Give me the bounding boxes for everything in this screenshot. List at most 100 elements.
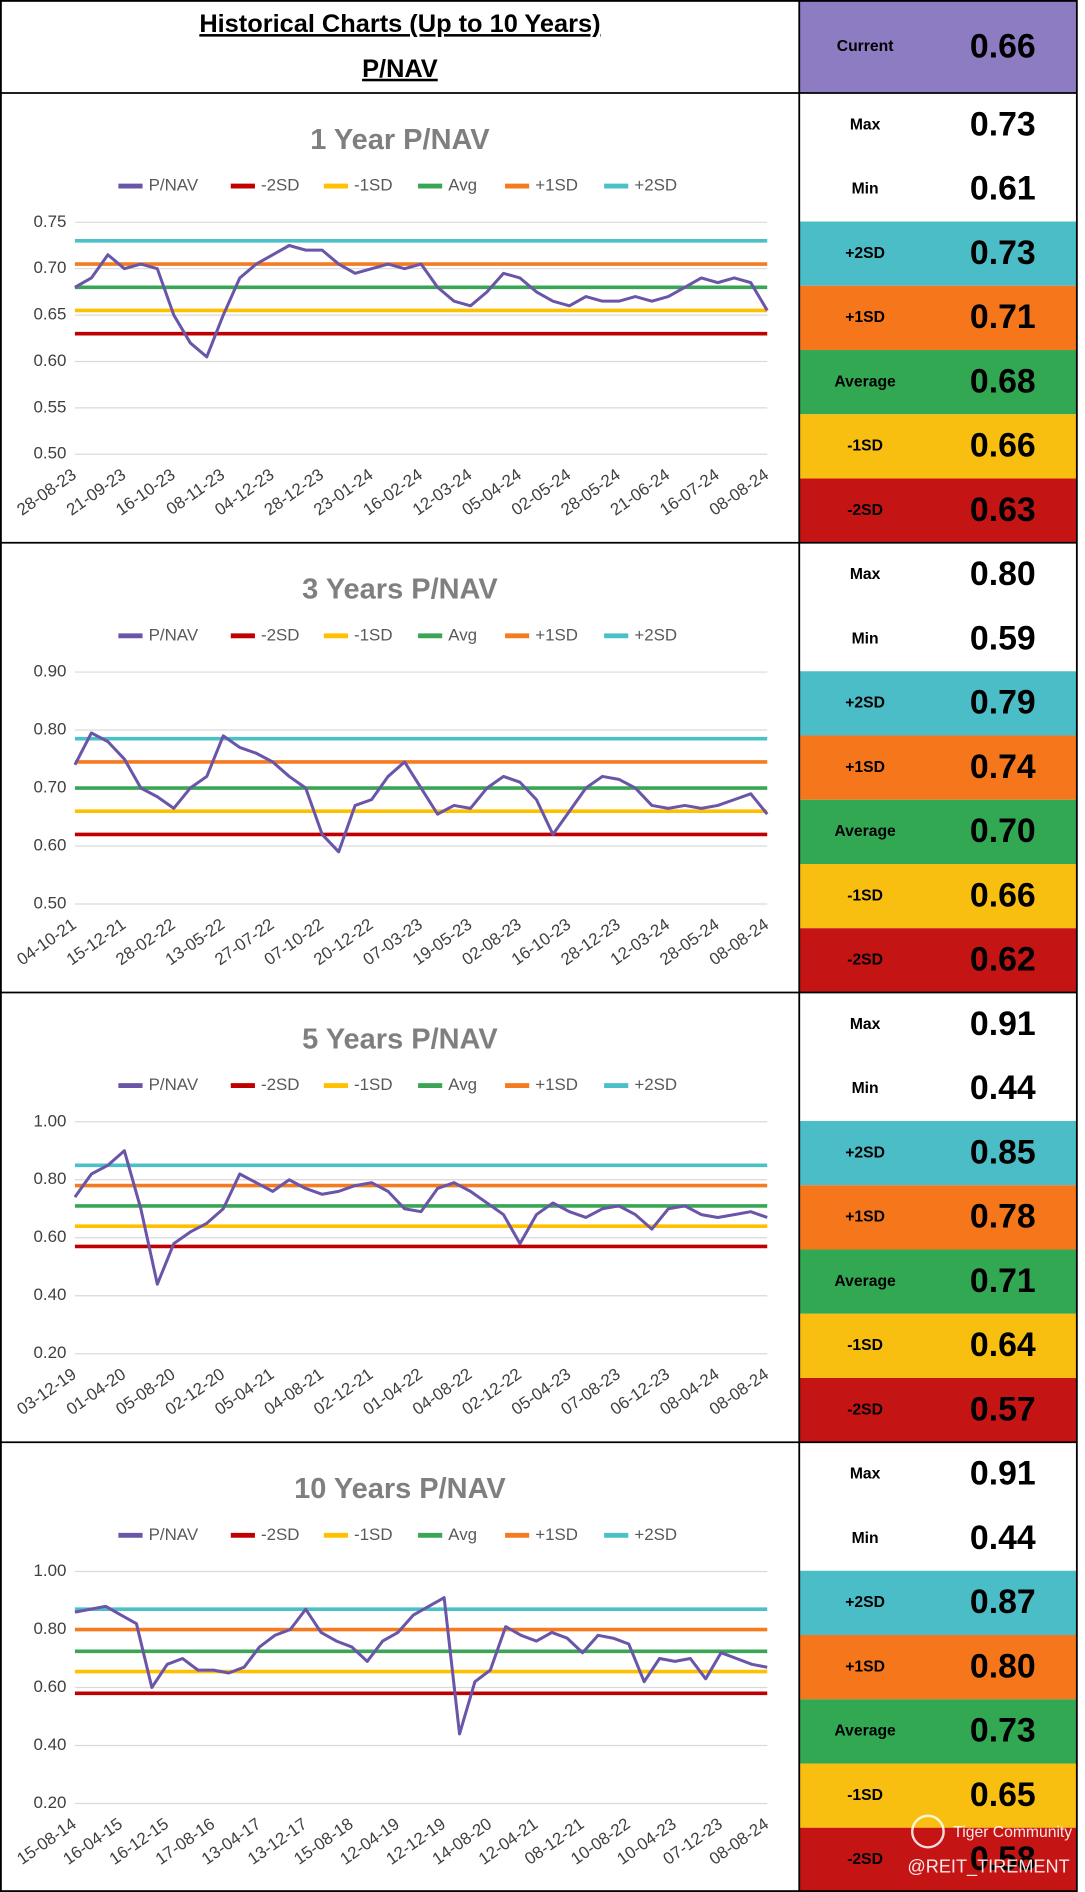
stat-cell <box>799 221 1077 286</box>
legend-label: +2SD <box>634 625 677 644</box>
current-value: 0.66 <box>970 27 1036 65</box>
stat-value: 0.66 <box>970 427 1036 465</box>
legend-label: +1SD <box>535 176 578 195</box>
stat-value: 0.71 <box>970 1262 1036 1300</box>
legend-label: Avg <box>448 1525 477 1544</box>
stat-cell <box>799 285 1077 351</box>
legend-label: -1SD <box>354 1075 393 1094</box>
y-tick-label: 0.60 <box>34 1677 67 1696</box>
stat-label: +2SD <box>845 1594 885 1611</box>
stat-label: Average <box>834 1273 896 1290</box>
y-tick-label: 0.20 <box>34 1343 67 1362</box>
stat-cell <box>799 992 1077 1057</box>
stat-label: -1SD <box>847 887 883 904</box>
stat-cell <box>799 542 1077 608</box>
watermark-handle: @REIT_TIREMENT <box>907 1857 1069 1878</box>
stat-value: 0.78 <box>970 1198 1036 1236</box>
legend-label: P/NAV <box>149 1075 199 1094</box>
stat-cell <box>799 1121 1077 1186</box>
stat-cell <box>799 1442 1077 1507</box>
stat-label: -1SD <box>847 1337 883 1354</box>
current-label: Current <box>837 38 894 55</box>
y-tick-label: 0.50 <box>34 893 67 912</box>
stat-label: Max <box>850 1016 881 1033</box>
stat-value: 0.61 <box>970 170 1036 208</box>
stat-value: 0.44 <box>970 1069 1036 1107</box>
page-subtitle: P/NAV <box>362 55 438 83</box>
stat-cell <box>799 1313 1077 1379</box>
stat-label: -1SD <box>847 1787 883 1804</box>
stat-value: 0.71 <box>970 298 1036 336</box>
stat-label: Average <box>834 823 896 840</box>
y-tick-label: 1.00 <box>34 1561 67 1580</box>
page-title: Historical Charts (Up to 10 Years) <box>199 10 600 38</box>
y-tick-label: 0.80 <box>34 1169 67 1188</box>
stat-cell <box>799 478 1077 543</box>
stat-value: 0.91 <box>970 1455 1036 1493</box>
stat-cell <box>799 1249 1077 1314</box>
stat-label: Max <box>850 1466 881 1483</box>
stat-label: Min <box>852 1080 879 1097</box>
y-tick-label: 1.00 <box>34 1111 67 1130</box>
stat-cell <box>799 864 1077 929</box>
stat-label: -2SD <box>847 1401 883 1418</box>
stat-label: +2SD <box>845 695 885 712</box>
y-tick-label: 0.90 <box>34 662 67 681</box>
stat-label: -2SD <box>847 952 883 969</box>
stat-cell <box>799 1699 1077 1764</box>
stat-value: 0.65 <box>970 1776 1036 1814</box>
legend-label: Avg <box>448 176 477 195</box>
stat-value: 0.62 <box>970 941 1036 979</box>
stat-cell <box>799 1763 1077 1828</box>
y-tick-label: 0.80 <box>34 1619 67 1638</box>
stat-value: 0.79 <box>970 684 1036 722</box>
stat-label: +1SD <box>845 309 885 326</box>
stat-label: Min <box>852 630 879 647</box>
stat-value: 0.58 <box>970 1840 1036 1878</box>
stat-cell <box>799 671 1077 736</box>
chart-title: 10 Years P/NAV <box>294 1473 506 1505</box>
stat-value: 0.68 <box>970 362 1036 400</box>
legend-label: +2SD <box>634 1075 677 1094</box>
y-tick-label: 0.80 <box>34 720 67 739</box>
legend-label: -2SD <box>261 625 300 644</box>
legend-label: -1SD <box>354 176 393 195</box>
stat-value: 0.73 <box>970 234 1036 272</box>
stat-cell <box>799 928 1077 993</box>
stat-label: Max <box>850 566 881 583</box>
y-tick-label: 0.70 <box>34 778 67 797</box>
y-tick-label: 0.70 <box>34 258 67 277</box>
y-tick-label: 0.60 <box>34 351 67 370</box>
stat-label: Max <box>850 116 881 133</box>
stat-cell <box>799 93 1077 158</box>
y-tick-label: 0.40 <box>34 1735 67 1754</box>
stat-value: 0.63 <box>970 491 1036 529</box>
legend-label: -2SD <box>261 1075 300 1094</box>
stat-cell <box>799 157 1077 222</box>
legend-label: -1SD <box>354 1525 393 1544</box>
stat-value: 0.85 <box>970 1133 1036 1171</box>
stat-cell <box>799 1570 1077 1636</box>
stat-label: +1SD <box>845 1658 885 1675</box>
stat-cell <box>799 414 1077 479</box>
stat-value: 0.73 <box>970 105 1036 143</box>
y-tick-label: 0.75 <box>34 212 67 231</box>
chart-title: 5 Years P/NAV <box>302 1023 498 1055</box>
y-tick-label: 0.60 <box>34 1227 67 1246</box>
legend-label: +2SD <box>634 176 677 195</box>
chart-title: 3 Years P/NAV <box>302 574 498 606</box>
stat-value: 0.74 <box>970 748 1036 786</box>
stat-value: 0.44 <box>970 1519 1036 1557</box>
data-line <box>73 1149 768 1286</box>
stat-value: 0.80 <box>970 1647 1036 1685</box>
stat-cell <box>799 1827 1077 1892</box>
data-line <box>74 243 769 359</box>
y-tick-label: 0.65 <box>34 305 67 324</box>
watermark-logo <box>911 1814 945 1849</box>
stat-cell <box>799 1506 1077 1571</box>
legend-label: P/NAV <box>149 625 199 644</box>
stat-label: -2SD <box>847 502 883 519</box>
stat-label: -2SD <box>847 1851 883 1868</box>
